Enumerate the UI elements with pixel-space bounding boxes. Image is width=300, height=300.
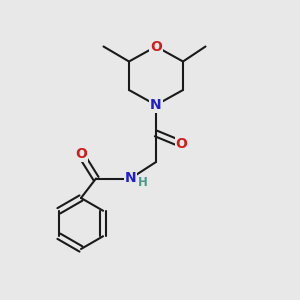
Text: H: H bbox=[138, 176, 148, 190]
Text: N: N bbox=[125, 172, 136, 185]
Text: O: O bbox=[176, 137, 188, 151]
Text: O: O bbox=[75, 148, 87, 161]
Text: O: O bbox=[150, 40, 162, 53]
Text: N: N bbox=[150, 98, 162, 112]
